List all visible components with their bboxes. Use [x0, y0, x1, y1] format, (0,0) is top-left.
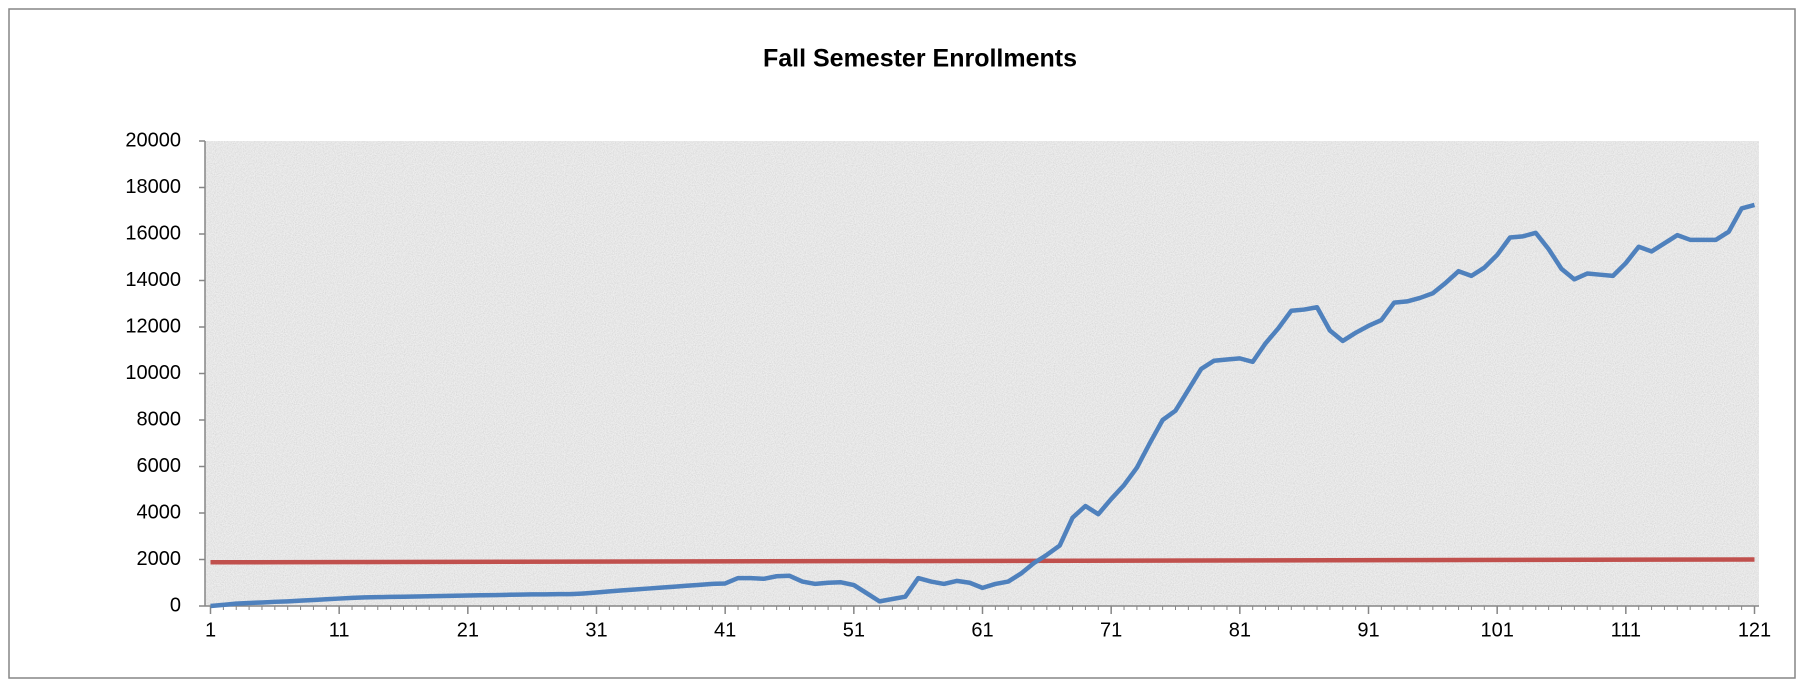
chart-title: Fall Semester Enrollments: [763, 45, 1077, 73]
x-tick-label: 71: [1100, 619, 1122, 641]
x-tick-label: 21: [457, 619, 479, 641]
x-tick-label: 11: [329, 619, 350, 641]
x-tick-label: 121: [1738, 619, 1771, 641]
x-tick-label: 51: [843, 619, 865, 641]
x-tick-label: 91: [1357, 619, 1379, 641]
y-tick-label: 14000: [125, 269, 181, 291]
y-tick-label: 8000: [137, 408, 182, 430]
y-tick-label: 16000: [125, 222, 181, 244]
x-tick-label: 1: [205, 619, 216, 641]
plot-texture: [205, 141, 1759, 606]
x-tick-label: 81: [1229, 619, 1251, 641]
x-tick-label: 41: [714, 619, 736, 641]
series-line: [210, 557, 1755, 565]
y-tick-label: 0: [170, 594, 181, 616]
y-tick-label: 12000: [125, 315, 181, 337]
y-tick-label: 18000: [125, 176, 181, 198]
y-tick-label: 10000: [125, 362, 181, 384]
x-tick-label: 101: [1480, 619, 1513, 641]
y-tick-label: 4000: [137, 501, 182, 523]
y-tick-label: 6000: [137, 455, 182, 477]
x-tick-label: 61: [971, 619, 993, 641]
x-tick-label: 31: [585, 619, 607, 641]
series-line: [210, 202, 1756, 609]
x-tick-label: 111: [1611, 619, 1641, 641]
y-tick-label: 2000: [137, 548, 182, 570]
y-tick-label: 20000: [125, 129, 181, 151]
